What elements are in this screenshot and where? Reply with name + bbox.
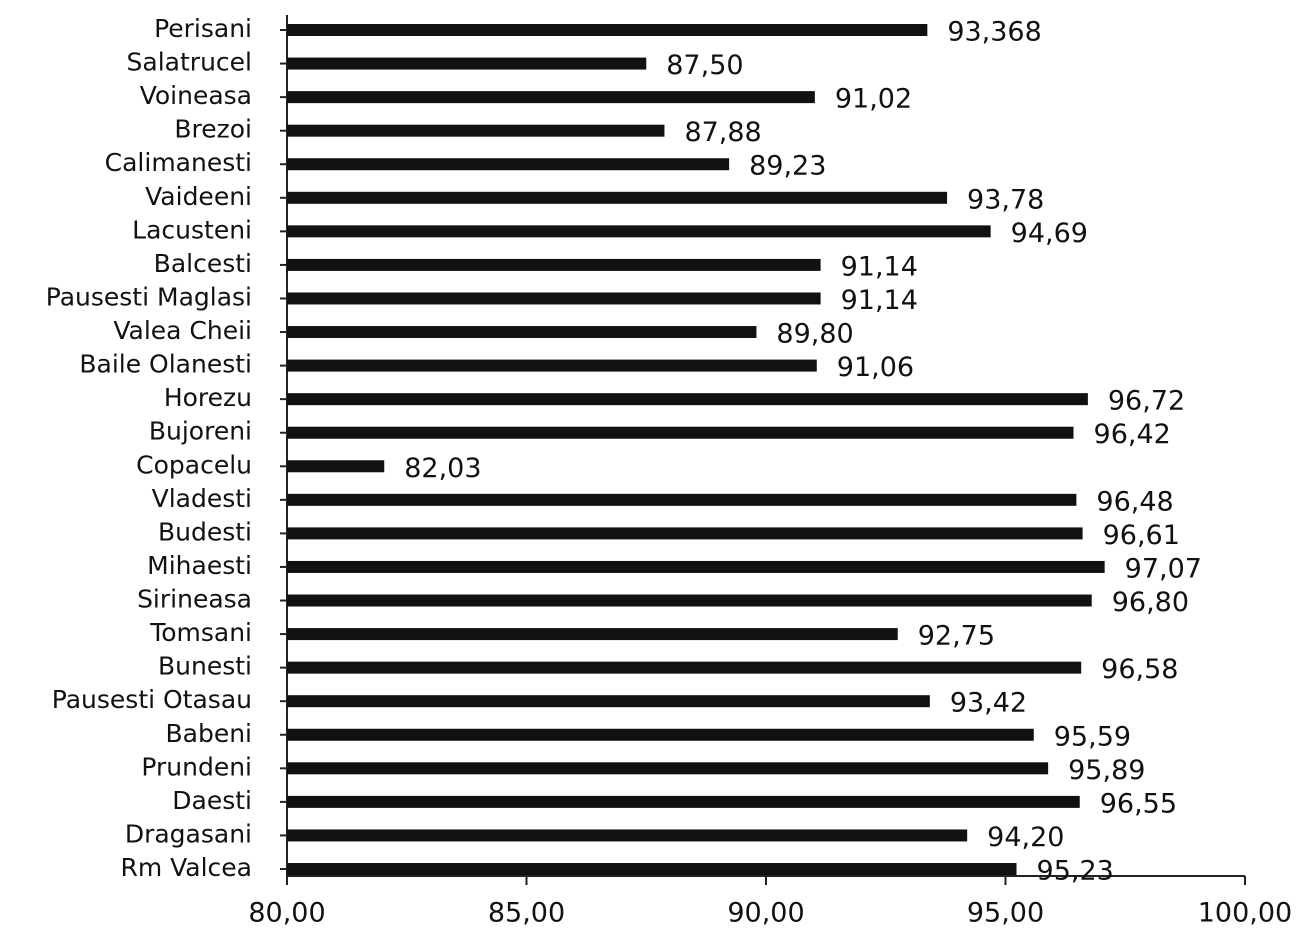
y-tick-label: Baile Olanesti	[79, 350, 252, 379]
bar	[287, 460, 385, 473]
value-label: 95,59	[1054, 721, 1131, 752]
y-tick-label: Lacusteni	[132, 215, 252, 244]
y-tick-label: Pausesti Otasau	[52, 685, 252, 714]
bar	[287, 57, 647, 70]
y-tick-label: Rm Valcea	[120, 853, 252, 882]
bar	[287, 762, 1049, 775]
value-label: 94,69	[1011, 218, 1088, 249]
y-tick-label: Dragasani	[125, 819, 252, 848]
bar	[287, 728, 1034, 741]
bar	[287, 426, 1074, 439]
bar	[287, 393, 1088, 406]
x-tick-label: 95,00	[967, 898, 1044, 929]
bar	[287, 695, 930, 708]
value-label: 96,42	[1094, 419, 1171, 450]
bar	[287, 24, 928, 36]
value-label: 97,07	[1125, 553, 1202, 584]
value-label: 95,23	[1037, 856, 1114, 887]
y-tick-label: Budesti	[158, 517, 252, 546]
value-label: 93,368	[947, 17, 1041, 48]
value-label: 89,80	[776, 319, 853, 350]
y-tick-label: Calimanesti	[105, 148, 252, 177]
bar	[287, 91, 815, 104]
y-tick-label: Prundeni	[141, 752, 252, 781]
bar	[287, 124, 665, 137]
bar	[287, 594, 1092, 607]
value-label: 93,42	[950, 688, 1027, 719]
y-tick-label: Brezoi	[174, 115, 252, 144]
x-tick-label: 80,00	[248, 898, 325, 929]
value-label: 87,50	[666, 50, 743, 81]
value-label: 91,02	[835, 84, 912, 115]
bar	[287, 527, 1083, 540]
bar	[287, 258, 821, 271]
y-tick-label: Copacelu	[136, 450, 252, 479]
bar	[287, 225, 991, 238]
x-tick-label: 90,00	[727, 898, 804, 929]
value-label: 93,78	[967, 184, 1044, 215]
value-label: 95,89	[1068, 755, 1145, 786]
value-label: 96,61	[1103, 520, 1180, 551]
y-tick-label: Perisani	[154, 14, 252, 43]
y-tick-label: Salatrucel	[127, 48, 252, 77]
value-label: 96,55	[1100, 788, 1177, 819]
bar	[287, 158, 730, 171]
x-tick-label: 100,00	[1198, 898, 1292, 929]
y-tick-label: Bunesti	[158, 652, 252, 681]
bar	[287, 326, 757, 339]
bar	[287, 863, 1017, 875]
bar	[287, 292, 821, 305]
y-tick-label: Pausesti Maglasi	[46, 282, 252, 311]
bar	[287, 359, 817, 372]
value-label: 91,14	[841, 285, 918, 316]
y-tick-label: Horezu	[164, 383, 252, 412]
y-tick-label: Voineasa	[140, 81, 252, 110]
bar	[287, 560, 1105, 573]
y-tick-label: Bujoreni	[149, 417, 252, 446]
value-label: 87,88	[684, 117, 761, 148]
y-tick-label: Balcesti	[154, 249, 252, 278]
y-tick-label: Sirineasa	[137, 585, 252, 614]
x-tick-label: 85,00	[488, 898, 565, 929]
value-label: 89,23	[749, 151, 826, 182]
y-tick-label: Daesti	[172, 786, 252, 815]
value-label: 96,80	[1112, 587, 1189, 618]
y-tick-label: Tomsani	[149, 618, 252, 647]
bar	[287, 795, 1080, 808]
value-label: 92,75	[918, 621, 995, 652]
value-label: 96,58	[1101, 654, 1178, 685]
bar	[287, 628, 898, 641]
value-label: 96,48	[1096, 486, 1173, 517]
value-label: 82,03	[404, 453, 481, 484]
bar	[287, 829, 968, 842]
value-label: 96,72	[1108, 386, 1185, 417]
value-label: 91,06	[837, 352, 914, 383]
bar	[287, 493, 1077, 506]
value-label: 91,14	[841, 251, 918, 282]
value-label: 94,20	[987, 822, 1064, 853]
bar	[287, 661, 1082, 674]
y-tick-label: Mihaesti	[147, 551, 252, 580]
y-tick-label: Vaideeni	[145, 182, 252, 211]
bar	[287, 191, 948, 204]
y-tick-label: Vladesti	[152, 484, 252, 513]
y-tick-label: Valea Cheii	[113, 316, 252, 345]
y-tick-label: Babeni	[165, 719, 252, 748]
